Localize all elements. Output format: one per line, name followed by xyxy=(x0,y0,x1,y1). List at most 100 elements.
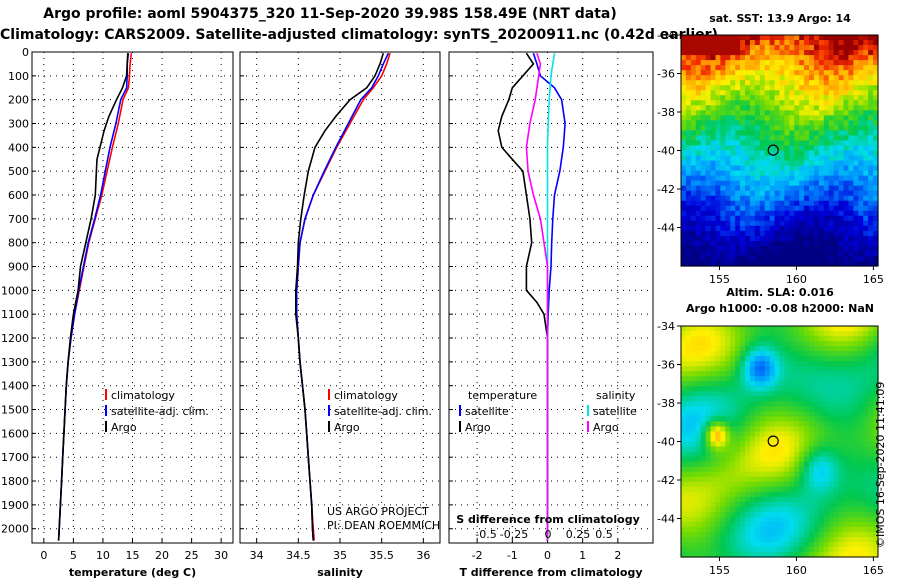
sla-map-cell xyxy=(705,431,712,438)
sla-lon-tick-label: 160 xyxy=(786,564,807,577)
sst-map-cell xyxy=(858,245,864,252)
sla-map-cell xyxy=(853,361,859,367)
sla-map-cell xyxy=(720,471,726,478)
sla-map-cell xyxy=(690,476,697,483)
sst-map-cell xyxy=(863,95,869,101)
sla-map-cell xyxy=(690,506,697,513)
sst-map-cell xyxy=(695,105,702,111)
sst-map-cell xyxy=(784,60,790,66)
sst-map-cell xyxy=(774,80,781,86)
sla-map-cell xyxy=(681,451,687,458)
sla-map-cell xyxy=(690,351,697,357)
sla-map-cell xyxy=(730,381,736,387)
sla-map-cell xyxy=(764,326,771,332)
sst-map-cell xyxy=(809,45,815,51)
sla-map-cell xyxy=(794,381,800,387)
sla-map-cell xyxy=(809,516,815,523)
sla-map-cell xyxy=(868,361,874,367)
sla-map-cell xyxy=(813,371,820,377)
sla-map-cell xyxy=(740,441,746,448)
sla-map-cell xyxy=(853,421,859,428)
sst-map-cell xyxy=(690,185,697,192)
sst-map-cell xyxy=(690,230,697,237)
sst-map-cell xyxy=(804,160,810,167)
sla-map-cell xyxy=(848,406,854,412)
sst-map-cell xyxy=(700,145,707,152)
sst-map-cell xyxy=(685,150,692,157)
sla-map-cell xyxy=(740,336,746,342)
sla-map-cell xyxy=(784,406,790,412)
sla-map-cell xyxy=(848,421,854,428)
sst-map-cell xyxy=(833,70,840,76)
sla-map-cell xyxy=(858,381,864,387)
sst-map-cell xyxy=(681,250,687,257)
sst-map-cell xyxy=(749,60,756,66)
sst-map-cell xyxy=(804,120,810,126)
sla-map-cell xyxy=(843,486,850,493)
sst-map-cell xyxy=(873,35,879,41)
sst-map-cell xyxy=(873,105,879,111)
sst-map-cell xyxy=(774,220,781,227)
sst-map-cell xyxy=(745,110,751,116)
sst-map-cell xyxy=(848,75,854,81)
sst-map-cell xyxy=(809,225,815,232)
sla-map-cell xyxy=(700,521,707,528)
sla-map-cell xyxy=(735,391,741,397)
sla-map-cell xyxy=(705,511,712,518)
sla-map-cell xyxy=(710,541,717,548)
sst-map-cell xyxy=(695,220,702,227)
sla-map-cell xyxy=(769,376,776,382)
sst-map-cell xyxy=(685,75,692,81)
sst-map-cell xyxy=(754,65,761,71)
sst-map-cell xyxy=(858,60,864,66)
sst-map-cell xyxy=(809,240,815,247)
sst-map-cell xyxy=(873,90,879,96)
sla-map-cell xyxy=(749,496,756,503)
sla-map-cell xyxy=(725,541,731,548)
sst-map-cell xyxy=(784,175,790,182)
sst-map-cell xyxy=(759,235,766,242)
sla-map-cell xyxy=(794,456,800,463)
sst-map-cell xyxy=(833,210,840,217)
sst-map-cell xyxy=(779,70,786,76)
sst-map-cell xyxy=(848,230,854,237)
sla-map-cell xyxy=(789,431,795,438)
diff-xtick-label: -2 xyxy=(472,549,483,562)
sla-map-cell xyxy=(789,426,795,433)
sst-map-cell xyxy=(730,255,736,262)
sla-map-cell xyxy=(705,551,712,558)
sla-map-cell xyxy=(745,461,751,468)
sla-map-cell xyxy=(818,396,825,402)
sla-map-cell xyxy=(873,381,879,387)
sst-map-cell xyxy=(705,160,712,167)
sla-map-cell xyxy=(794,331,800,337)
sst-map-cell xyxy=(833,250,840,257)
sst-map-cell xyxy=(863,235,869,242)
sla-map-cell xyxy=(843,531,850,538)
sla-map-cell xyxy=(745,551,751,558)
sla-map-cell xyxy=(853,551,859,558)
sst-map-cell xyxy=(720,75,726,81)
sla-map-cell xyxy=(730,531,736,538)
sst-map-cell xyxy=(749,75,756,81)
sla-map-cell xyxy=(730,431,736,438)
sst-map-cell xyxy=(794,60,800,66)
sst-map-cell xyxy=(794,110,800,116)
sst-map-cell xyxy=(828,120,835,126)
sla-map-cell xyxy=(725,446,731,453)
sla-map-cell xyxy=(858,491,864,498)
sst-map-cell xyxy=(735,180,741,187)
sst-map-cell xyxy=(813,210,820,217)
sla-map-cell xyxy=(700,366,707,372)
sla-map-cell xyxy=(690,366,697,372)
diff-legend-label: Argo xyxy=(593,421,619,434)
sla-map-cell xyxy=(681,466,687,473)
sst-map-cell xyxy=(740,150,746,157)
sla-map-cell xyxy=(754,441,761,448)
sst-map-cell xyxy=(848,145,854,152)
sst-map-cell xyxy=(725,35,731,41)
sst-map-cell xyxy=(799,70,805,76)
sla-map-cell xyxy=(873,356,879,362)
sla-map-cell xyxy=(705,411,712,417)
sst-map-cell xyxy=(695,260,702,267)
